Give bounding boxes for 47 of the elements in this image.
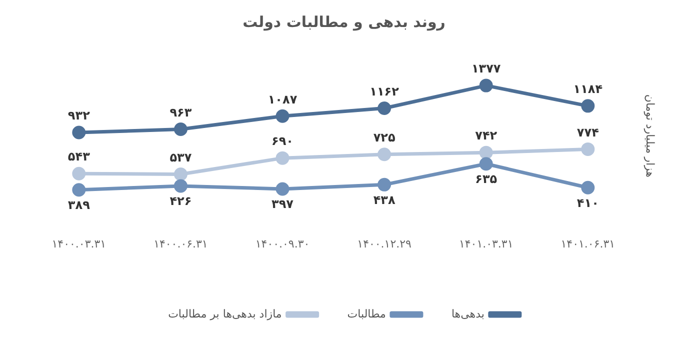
point: [174, 167, 188, 181]
point: [174, 122, 188, 136]
legend-label: مازاد بدهی‌ها بر مطالبات: [168, 307, 282, 320]
x-tick-label: ۱۴۰۱.۰۳.۳۱: [458, 237, 514, 250]
data-label: ۶۳۵: [475, 172, 498, 186]
point: [378, 148, 392, 162]
x-tick-label: ۱۴۰۱.۰۶.۳۱: [560, 237, 616, 250]
point: [276, 151, 290, 165]
point: [479, 157, 493, 171]
point: [479, 78, 493, 92]
x-tick-label: ۱۴۰۰.۰۹.۳۰: [255, 237, 310, 250]
point: [72, 126, 86, 140]
legend-label: بدهی‌ها: [451, 307, 484, 320]
point: [378, 178, 392, 192]
data-label: ۷۷۴: [576, 125, 599, 140]
data-label: ۱۱۸۴: [573, 82, 603, 96]
point: [581, 99, 595, 113]
data-label: ۳۸۹: [68, 198, 91, 212]
x-tick-label: ۱۴۰۰.۰۳.۳۱: [52, 237, 106, 250]
data-label: ۱۳۷۷: [471, 62, 502, 76]
chart-title: روند بدهی و مطالبات دولت: [242, 12, 446, 31]
point: [581, 180, 595, 194]
point: [174, 179, 188, 193]
legend-label: مطالبات: [347, 307, 386, 320]
data-label: ۵۴۳: [68, 150, 91, 164]
data-label: ۴۲۶: [170, 194, 192, 208]
data-label: ۷۲۵: [373, 130, 396, 144]
data-label: ۱۱۶۲: [370, 84, 400, 98]
y-axis-title: هزار میلیارد تومان: [644, 94, 657, 178]
point: [479, 146, 493, 160]
data-label: ۷۴۲: [475, 128, 498, 143]
x-tick-label: ۱۴۰۰.۱۲.۲۹: [357, 237, 412, 250]
point: [72, 166, 86, 180]
x-tick-label: ۱۴۰۰.۰۶.۳۱: [154, 237, 208, 250]
data-label: ۹۶۳: [170, 105, 192, 120]
data-label: ۶۹۰: [272, 134, 294, 148]
point: [72, 183, 86, 197]
point: [581, 142, 595, 156]
data-label: ۳۹۷: [272, 197, 294, 212]
point: [378, 101, 392, 115]
point: [276, 182, 290, 196]
data-label: ۵۳۷: [170, 150, 192, 164]
data-label: ۹۳۲: [68, 108, 91, 123]
data-label: ۴۳۸: [373, 192, 396, 207]
data-label: ۴۱۰: [576, 196, 599, 210]
data-label: ۱۰۸۷: [268, 92, 298, 106]
point: [276, 109, 290, 123]
